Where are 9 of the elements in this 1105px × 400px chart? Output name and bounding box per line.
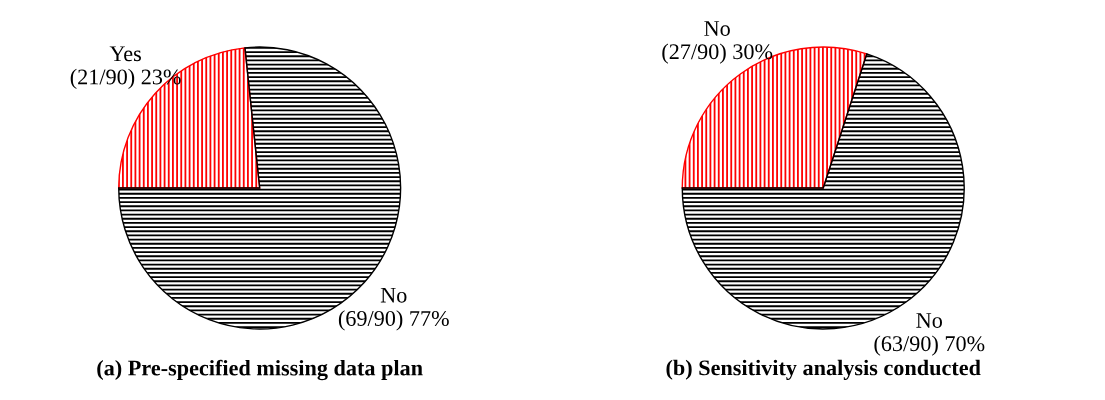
slice-label: No — [380, 287, 407, 303]
slice-label: No — [704, 21, 730, 36]
text: (a) Pre-specified missing data plan — [97, 359, 423, 381]
data-label: (27/90) 30% — [662, 43, 773, 64]
data-label: (63/90) 70% — [874, 335, 985, 356]
slice-label: Yes — [109, 46, 141, 62]
slice-label: No — [916, 313, 942, 328]
text: (b) Sensitivity analysis conducted — [666, 359, 981, 380]
data-label: (69/90) 77% — [338, 310, 449, 331]
